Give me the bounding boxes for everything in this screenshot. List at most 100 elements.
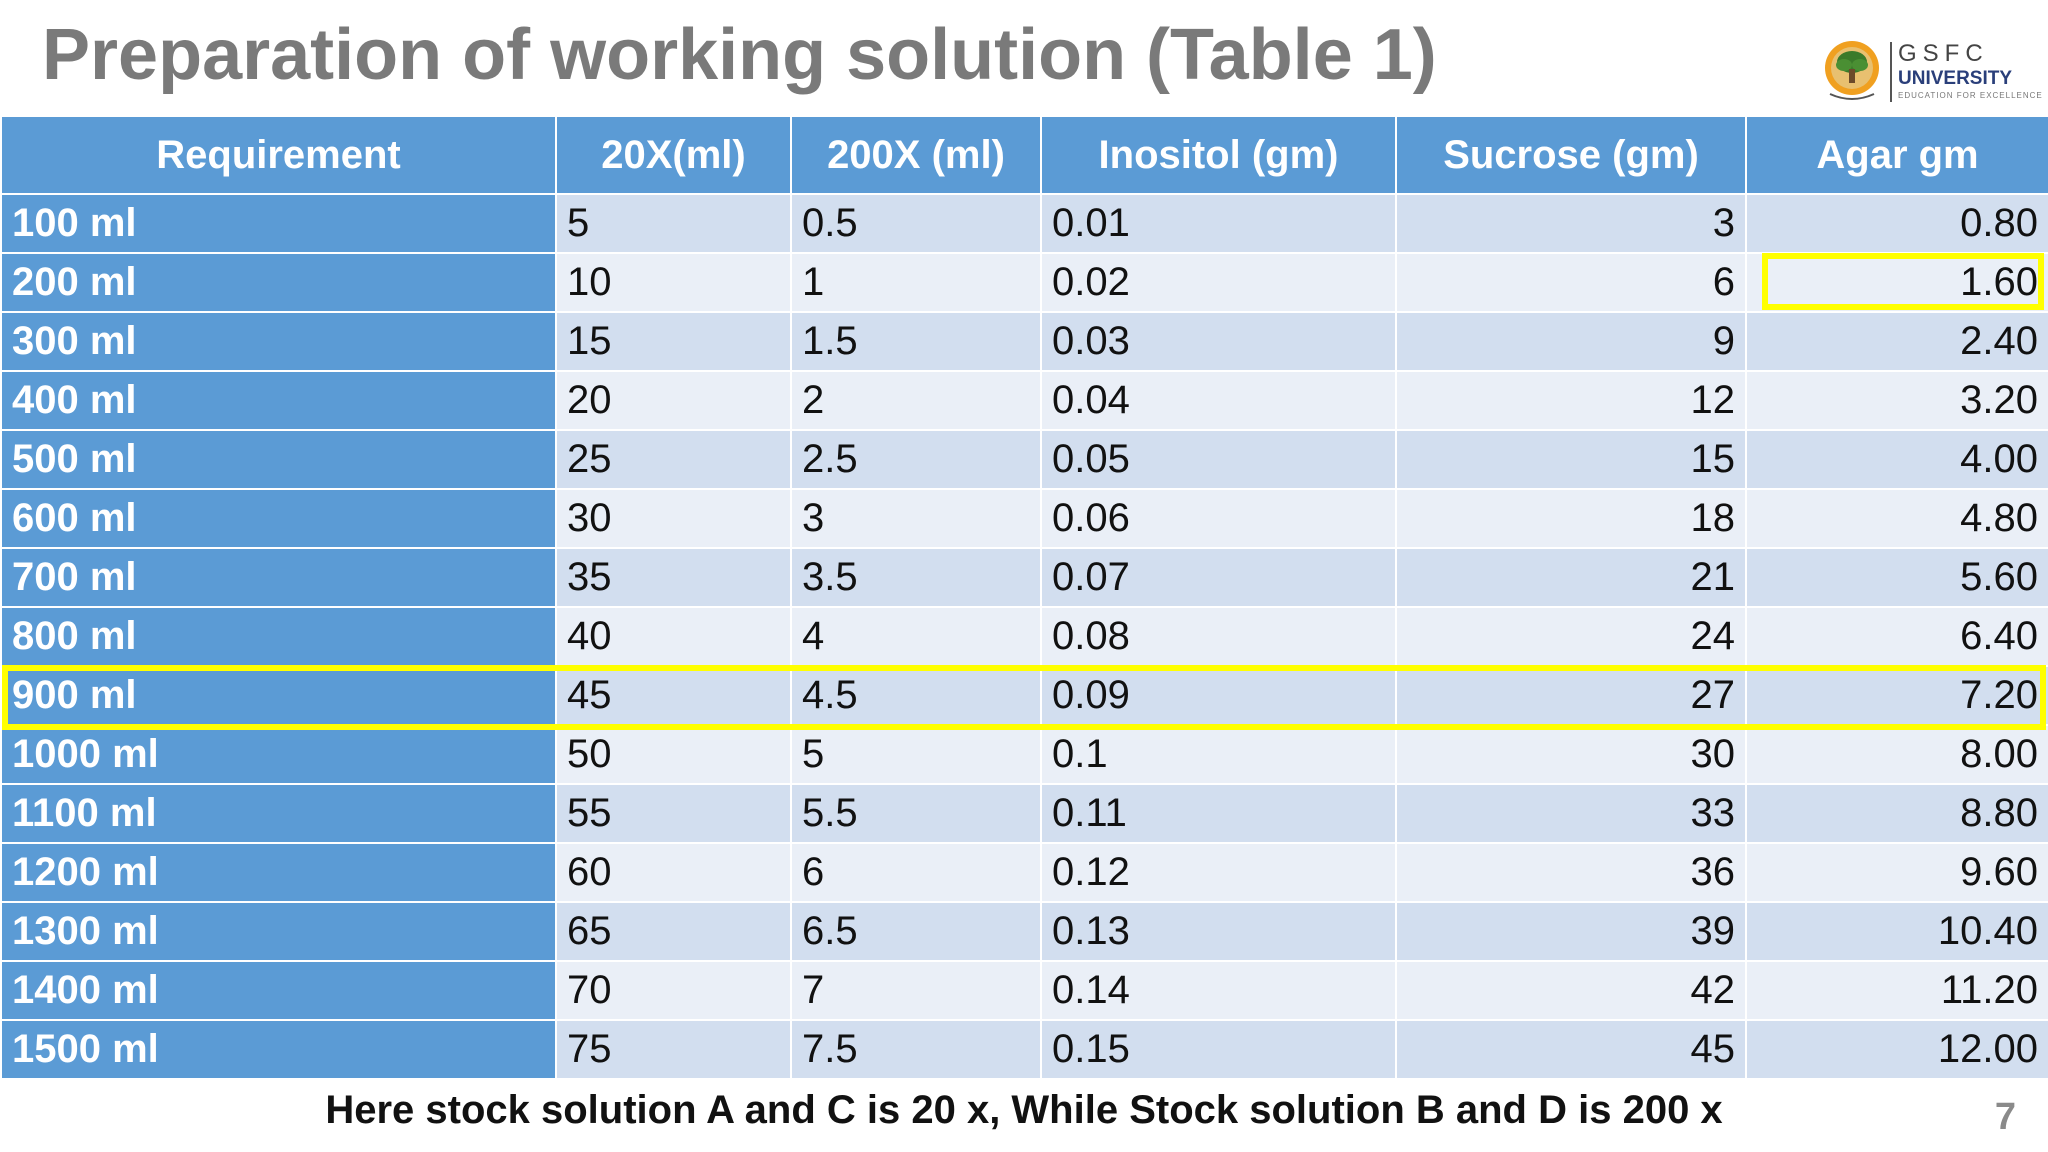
slide-title: Preparation of working solution (Table 1… — [42, 15, 1437, 95]
footnote: Here stock solution A and C is 20 x, Whi… — [325, 1088, 1723, 1132]
page-number: 7 — [1994, 1096, 2016, 1138]
cell-20x: 20 — [555, 370, 792, 431]
cell-inositol: 0.15 — [1040, 1019, 1397, 1080]
cell-inositol: 0.02 — [1040, 252, 1397, 313]
cell-200x: 4.5 — [790, 665, 1042, 726]
cell-requirement: 1400 ml — [0, 960, 557, 1021]
cell-20x: 10 — [555, 252, 792, 313]
tree-emblem-icon — [1825, 41, 1879, 100]
table-row: 900 ml 45 4.5 0.09 27 7.20 — [0, 665, 2048, 726]
table-row: 800 ml 40 4 0.08 24 6.40 — [0, 606, 2048, 667]
cell-sucrose: 45 — [1395, 1019, 1747, 1080]
table-row: 100 ml 5 0.5 0.01 3 0.80 — [0, 193, 2048, 254]
table-row: 600 ml 30 3 0.06 18 4.80 — [0, 488, 2048, 549]
cell-requirement: 1200 ml — [0, 842, 557, 903]
cell-20x: 30 — [555, 488, 792, 549]
cell-sucrose: 30 — [1395, 724, 1747, 785]
cell-agar: 1.60 — [1745, 252, 2048, 313]
logo-name: GSFC — [1898, 40, 1989, 67]
cell-inositol: 0.07 — [1040, 547, 1397, 608]
table-row: 1200 ml 60 6 0.12 36 9.60 — [0, 842, 2048, 903]
cell-20x: 55 — [555, 783, 792, 844]
cell-inositol: 0.11 — [1040, 783, 1397, 844]
table-row: 1100 ml 55 5.5 0.11 33 8.80 — [0, 783, 2048, 844]
table-row: 1500 ml 75 7.5 0.15 45 12.00 — [0, 1019, 2048, 1080]
cell-inositol: 0.14 — [1040, 960, 1397, 1021]
table-row: 1000 ml 50 5 0.1 30 8.00 — [0, 724, 2048, 785]
cell-sucrose: 18 — [1395, 488, 1747, 549]
cell-200x: 0.5 — [790, 193, 1042, 254]
cell-200x: 4 — [790, 606, 1042, 667]
cell-inositol: 0.05 — [1040, 429, 1397, 490]
cell-20x: 15 — [555, 311, 792, 372]
cell-20x: 45 — [555, 665, 792, 726]
cell-inositol: 0.01 — [1040, 193, 1397, 254]
cell-agar: 12.00 — [1745, 1019, 2048, 1080]
cell-agar: 2.40 — [1745, 311, 2048, 372]
cell-agar: 4.00 — [1745, 429, 2048, 490]
cell-agar: 9.60 — [1745, 842, 2048, 903]
cell-requirement: 500 ml — [0, 429, 557, 490]
cell-sucrose: 21 — [1395, 547, 1747, 608]
header-requirement: Requirement — [0, 115, 557, 195]
cell-sucrose: 27 — [1395, 665, 1747, 726]
cell-requirement: 200 ml — [0, 252, 557, 313]
cell-sucrose: 33 — [1395, 783, 1747, 844]
cell-agar: 0.80 — [1745, 193, 2048, 254]
cell-20x: 60 — [555, 842, 792, 903]
table-row: 700 ml 35 3.5 0.07 21 5.60 — [0, 547, 2048, 608]
header-agar: Agar gm — [1745, 115, 2048, 195]
cell-requirement: 800 ml — [0, 606, 557, 667]
cell-20x: 40 — [555, 606, 792, 667]
cell-20x: 70 — [555, 960, 792, 1021]
cell-20x: 75 — [555, 1019, 792, 1080]
cell-agar: 11.20 — [1745, 960, 2048, 1021]
cell-sucrose: 6 — [1395, 252, 1747, 313]
cell-agar: 4.80 — [1745, 488, 2048, 549]
cell-agar: 3.20 — [1745, 370, 2048, 431]
table-row: 1400 ml 70 7 0.14 42 11.20 — [0, 960, 2048, 1021]
logo-tagline: EDUCATION FOR EXCELLENCE — [1898, 91, 2043, 100]
table-row: 400 ml 20 2 0.04 12 3.20 — [0, 370, 2048, 431]
cell-sucrose: 9 — [1395, 311, 1747, 372]
cell-agar: 8.00 — [1745, 724, 2048, 785]
cell-sucrose: 39 — [1395, 901, 1747, 962]
logo-separator — [1890, 42, 1892, 102]
cell-agar: 6.40 — [1745, 606, 2048, 667]
table-row: 300 ml 15 1.5 0.03 9 2.40 — [0, 311, 2048, 372]
cell-requirement: 1500 ml — [0, 1019, 557, 1080]
cell-200x: 3 — [790, 488, 1042, 549]
cell-20x: 65 — [555, 901, 792, 962]
cell-inositol: 0.09 — [1040, 665, 1397, 726]
cell-requirement: 600 ml — [0, 488, 557, 549]
cell-inositol: 0.13 — [1040, 901, 1397, 962]
cell-requirement: 900 ml — [0, 665, 557, 726]
table-row: 1300 ml 65 6.5 0.13 39 10.40 — [0, 901, 2048, 962]
cell-200x: 5 — [790, 724, 1042, 785]
cell-agar: 8.80 — [1745, 783, 2048, 844]
cell-requirement: 100 ml — [0, 193, 557, 254]
header-200x: 200X (ml) — [790, 115, 1042, 195]
cell-20x: 25 — [555, 429, 792, 490]
cell-200x: 6 — [790, 842, 1042, 903]
cell-sucrose: 42 — [1395, 960, 1747, 1021]
cell-200x: 7.5 — [790, 1019, 1042, 1080]
cell-inositol: 0.12 — [1040, 842, 1397, 903]
cell-agar: 10.40 — [1745, 901, 2048, 962]
header-inositol: Inositol (gm) — [1040, 115, 1397, 195]
cell-200x: 5.5 — [790, 783, 1042, 844]
cell-requirement: 1100 ml — [0, 783, 557, 844]
cell-inositol: 0.06 — [1040, 488, 1397, 549]
cell-200x: 1 — [790, 252, 1042, 313]
cell-20x: 35 — [555, 547, 792, 608]
cell-200x: 7 — [790, 960, 1042, 1021]
cell-requirement: 700 ml — [0, 547, 557, 608]
cell-inositol: 0.08 — [1040, 606, 1397, 667]
cell-agar: 5.60 — [1745, 547, 2048, 608]
cell-inositol: 0.1 — [1040, 724, 1397, 785]
table-row: 200 ml 10 1 0.02 6 1.60 — [0, 252, 2048, 313]
cell-sucrose: 36 — [1395, 842, 1747, 903]
logo-subtitle: UNIVERSITY — [1898, 68, 2013, 89]
cell-sucrose: 12 — [1395, 370, 1747, 431]
cell-200x: 3.5 — [790, 547, 1042, 608]
